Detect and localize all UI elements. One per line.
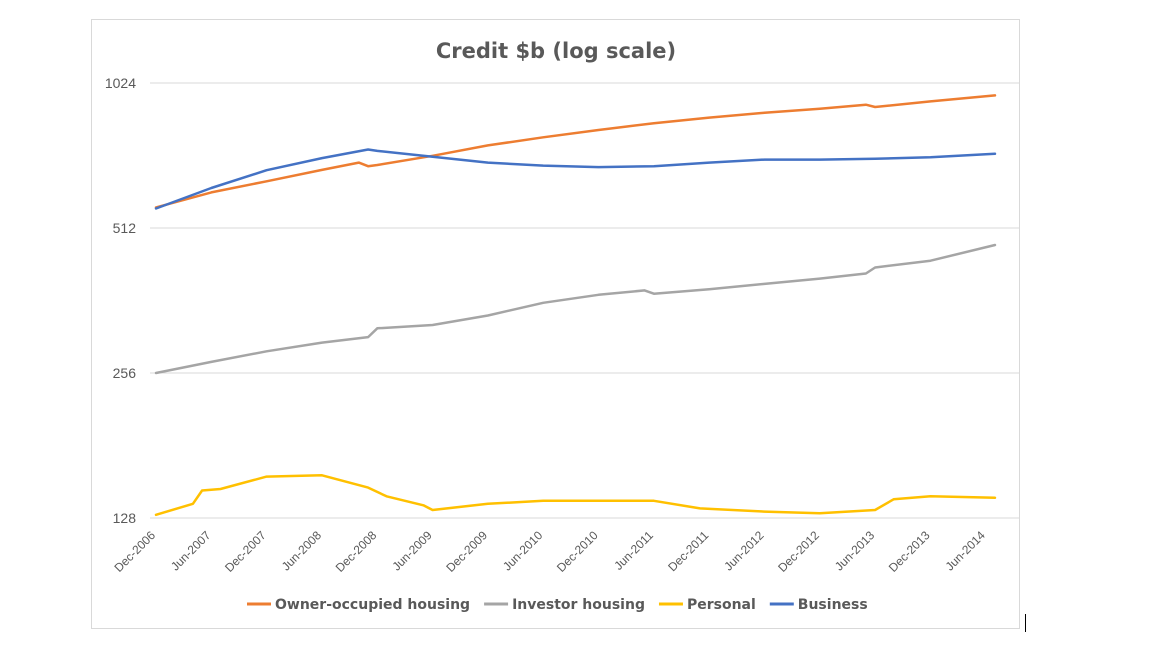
x-tick-label: Dec-2010	[554, 528, 601, 575]
series-line-personal	[154, 474, 997, 517]
x-tick-label: Jun-2010	[500, 528, 546, 574]
legend-label-investor-housing: Investor housing	[512, 597, 645, 613]
legend-label-business: Business	[798, 597, 868, 613]
x-tick-label: Dec-2008	[333, 528, 380, 575]
x-tick-label: Dec-2012	[775, 528, 822, 575]
legend: Owner-occupied housing Investor housing Pe…	[247, 597, 868, 613]
x-axis-ticks: Dec-2006 Jun-2007 Dec-2007 Jun-2008 Dec-2008…	[111, 528, 988, 575]
x-tick-label: Jun-2009	[389, 528, 435, 574]
legend-label-owner-occupied-housing: Owner-occupied housing	[275, 597, 470, 613]
x-tick-label: Dec-2011	[665, 528, 711, 574]
gridlines	[150, 82, 1020, 519]
y-axis-ticks: 128 256 512 1024	[105, 75, 136, 526]
x-tick-label: Jun-2012	[721, 528, 767, 574]
plot-area	[154, 94, 997, 517]
x-tick-label: Dec-2013	[886, 528, 933, 575]
y-tick-label: 128	[113, 510, 137, 526]
x-tick-label: Jun-2008	[279, 528, 325, 574]
series-line-investor-housing	[154, 243, 997, 375]
chart-frame: Credit $b (log scale) 128 256 512 1024 Dec-…	[91, 19, 1020, 629]
x-tick-label: Dec-2006	[111, 528, 158, 575]
text-cursor-mark	[1025, 614, 1026, 632]
legend-label-personal: Personal	[687, 597, 756, 613]
x-tick-label: Jun-2011	[611, 528, 656, 573]
x-tick-label: Dec-2007	[222, 528, 269, 575]
x-tick-label: Dec-2009	[443, 528, 490, 575]
series-line-owner-occupied-housing	[154, 94, 997, 209]
x-tick-label: Jun-2013	[832, 528, 878, 574]
x-tick-label: Jun-2007	[168, 528, 214, 574]
x-tick-label: Jun-2014	[943, 528, 989, 574]
chart-svg: Credit $b (log scale) 128 256 512 1024 Dec-…	[105, 39, 1020, 613]
series-line-business	[154, 148, 997, 210]
chart-title: Credit $b (log scale)	[436, 39, 676, 63]
y-tick-label: 1024	[105, 75, 136, 91]
y-tick-label: 256	[113, 365, 137, 381]
y-tick-label: 512	[113, 220, 137, 236]
